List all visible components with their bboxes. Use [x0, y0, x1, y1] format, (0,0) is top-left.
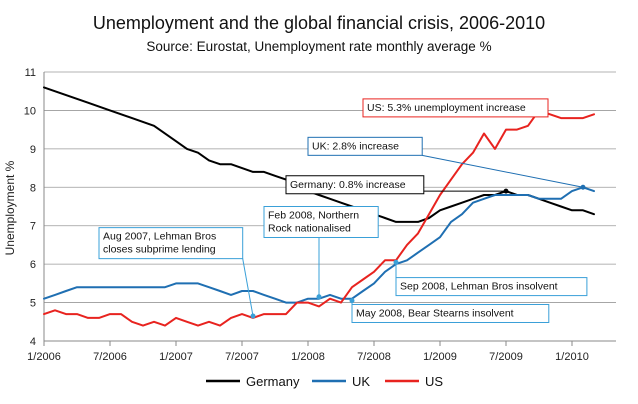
legend-label-us: US: [425, 374, 443, 389]
annotation-text: Feb 2008, Northern: [268, 210, 359, 222]
annotation-marker: [503, 188, 509, 194]
y-tick-label: 7: [30, 221, 36, 233]
annotation-text: closes subprime lending: [103, 244, 216, 256]
annotation-marker: [250, 313, 256, 319]
annotations: US: 5.3% unemployment increase UK: 2.8% i…: [98, 98, 588, 323]
axes: 4 5 6 7 8 9 10 11 1/2006 7/2006 1/2007 7/2007 1/2008…: [24, 67, 616, 363]
y-tick-label: 11: [25, 67, 36, 79]
x-tick-label: 7/2007: [225, 351, 259, 363]
x-tick-label: 1/2010: [555, 351, 589, 363]
x-tick-label: 1/2009: [423, 351, 457, 363]
annotation-text: US: 5.3% unemployment increase: [367, 102, 526, 114]
x-tick-label: 7/2006: [93, 351, 127, 363]
annotation-box: [263, 206, 379, 238]
annotation-box: [285, 175, 425, 195]
series-line-uk: [43, 186, 595, 304]
y-tick-label: 6: [30, 259, 36, 271]
annotation-marker: [316, 294, 322, 300]
annotation-marker: [393, 259, 399, 265]
annotation-text: Germany: 0.8% increase: [290, 179, 406, 191]
y-tick-label: 10: [24, 105, 36, 117]
annotation-box: [395, 277, 588, 297]
annotation-marker: [349, 298, 355, 304]
annotation-connector: [422, 154, 584, 188]
annotation-marker: [580, 184, 586, 190]
series-line-us: [43, 109, 595, 327]
annotation-box: [362, 98, 549, 118]
y-tick-label: 5: [30, 298, 36, 310]
chart-title: Unemployment and the global financial cr…: [93, 13, 545, 33]
annotation-text: Aug 2007, Lehman Bros: [103, 231, 216, 243]
annotation-box: [351, 303, 550, 323]
legend-label-uk: UK: [352, 374, 370, 389]
legend: Germany UK US: [206, 374, 443, 389]
y-tick-label: 8: [30, 182, 36, 194]
annotation-box: [307, 136, 423, 156]
y-axis-label: Unemployment %: [3, 160, 17, 255]
x-tick-label: 7/2008: [357, 351, 391, 363]
x-tick-label: 7/2009: [489, 351, 523, 363]
annotation-text: UK: 2.8% increase: [312, 140, 399, 152]
y-tick-label: 4: [30, 336, 36, 348]
annotation-text: Sep 2008, Lehman Bros insolvent: [400, 281, 558, 293]
x-tick-label: 1/2008: [291, 351, 325, 363]
x-tick-label: 1/2007: [159, 351, 193, 363]
x-tick-label: 1/2006: [27, 351, 61, 363]
annotation-box: [98, 227, 244, 260]
annotation-connector: [242, 258, 254, 317]
chart-subtitle: Source: Eurostat, Unemployment rate mont…: [146, 39, 491, 54]
annotation-text: May 2008, Bear Stearns insolvent: [356, 307, 514, 319]
annotation-text: Rock nationalised: [268, 223, 351, 235]
legend-label-germany: Germany: [246, 374, 300, 389]
y-tick-label: 9: [30, 144, 36, 156]
